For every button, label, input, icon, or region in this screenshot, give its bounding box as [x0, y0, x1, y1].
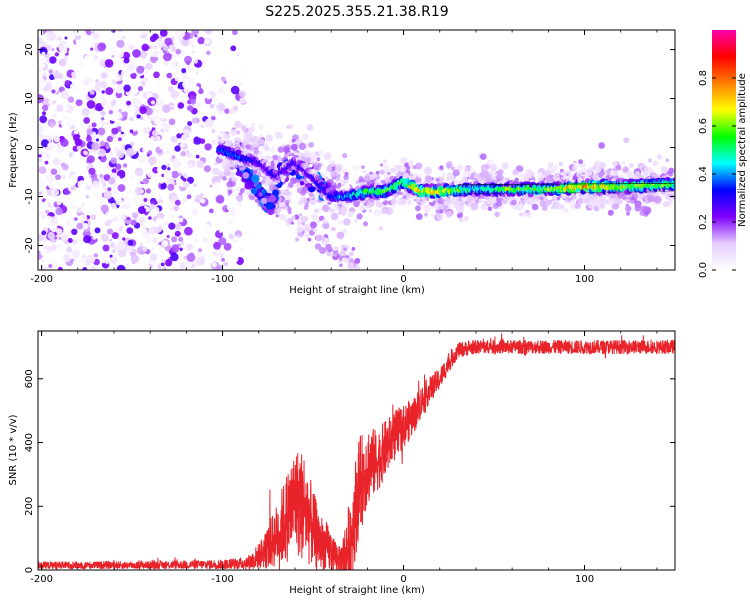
spectrogram-image: [38, 30, 675, 270]
y-tick-label: 0: [24, 567, 35, 573]
x-tick-label: -200: [30, 574, 53, 585]
snr-panel: -200 -100 0 100 0 200 400 600 Height of straigh…: [8, 330, 676, 596]
y-tick-label: 20: [24, 43, 35, 56]
y-tick-label: 600: [24, 369, 35, 388]
colorbar-tick-label: 0.8: [698, 70, 709, 86]
y-tick-label: 200: [24, 497, 35, 516]
colorbar-tick-label: 0.4: [698, 166, 709, 182]
snr-series-line: [38, 333, 675, 570]
snr-frame: [37, 330, 676, 571]
spectrogram-ylabel: Frequency (Hz): [8, 112, 19, 188]
colorbar-tick-label: 0.6: [698, 118, 709, 134]
snr-ylabel: SNR (10 * v/v): [8, 414, 19, 485]
x-tick-label: -200: [30, 274, 53, 285]
x-tick-label: -100: [211, 274, 234, 285]
x-tick-label: 100: [575, 274, 594, 285]
x-tick-label: 0: [400, 274, 406, 285]
y-tick-label: -20: [24, 237, 35, 253]
x-tick-label: 100: [575, 574, 594, 585]
colorbar-tick-label: 0.2: [698, 214, 709, 230]
y-tick-label: 0: [24, 144, 35, 150]
x-tick-label: -100: [211, 574, 234, 585]
y-tick-label: 10: [24, 92, 35, 105]
y-tick-label: -10: [24, 188, 35, 204]
colorbar-ticks: 0.0 0.2 0.4 0.6 0.8: [698, 70, 736, 278]
colorbar-strip: [712, 30, 736, 270]
snr-xlabel: Height of straight line (km): [289, 585, 425, 596]
colorbar: 0.0 0.2 0.4 0.6 0.8 Normalized spectral ampl…: [698, 30, 748, 278]
colorbar-tick-label: 0.0: [698, 262, 709, 278]
snr-ticks: -200 -100 0 100 0 200 400 600: [24, 331, 675, 585]
spectrogram-xlabel: Height of straight line (km): [289, 285, 425, 296]
figure-title: S225.2025.355.21.38.R19: [265, 4, 448, 20]
y-tick-label: 400: [24, 433, 35, 452]
colorbar-label: Normalized spectral amplitude: [737, 73, 748, 227]
x-tick-label: 0: [400, 574, 406, 585]
spectrogram-frame: [37, 29, 676, 271]
